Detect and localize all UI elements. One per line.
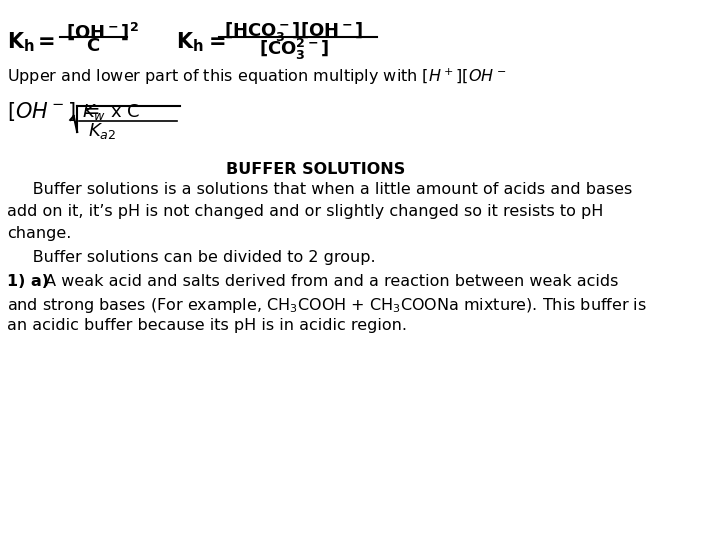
Text: 1) a): 1) a) <box>7 274 49 289</box>
Text: $\mathbf{K_h}$: $\mathbf{K_h}$ <box>7 30 35 53</box>
Text: $\mathbf{K_h}$: $\mathbf{K_h}$ <box>176 30 203 53</box>
Text: $\mathbf{=}$: $\mathbf{=}$ <box>204 30 225 50</box>
Text: add on it, it’s pH is not changed and or slightly changed so it resists to pH: add on it, it’s pH is not changed and or… <box>7 204 603 219</box>
Text: $[OH^-]$ =: $[OH^-]$ = <box>7 100 99 123</box>
Text: Upper and lower part of this equation multiply with $[H^+][OH^-$: Upper and lower part of this equation mu… <box>7 67 506 87</box>
Text: $\mathbf{=}$: $\mathbf{=}$ <box>33 30 55 50</box>
Text: Buffer solutions can be divided to 2 group.: Buffer solutions can be divided to 2 gro… <box>7 250 376 265</box>
Text: $\mathbf{C}$: $\mathbf{C}$ <box>86 37 100 55</box>
Text: $\mathbf{[HCO_3^-][ OH^-]}$: $\mathbf{[HCO_3^-][ OH^-]}$ <box>224 20 364 43</box>
Text: an acidic buffer because its pH is in acidic region.: an acidic buffer because its pH is in ac… <box>7 318 407 333</box>
Text: BUFFER SOLUTIONS: BUFFER SOLUTIONS <box>226 162 405 177</box>
Text: A weak acid and salts derived from and a reaction between weak acids: A weak acid and salts derived from and a… <box>40 274 618 289</box>
Text: Buffer solutions is a solutions that when a little amount of acids and bases: Buffer solutions is a solutions that whe… <box>7 182 632 197</box>
Text: and strong bases (For example, CH$_3$COOH + CH$_3$COONa mixture). This buffer is: and strong bases (For example, CH$_3$COO… <box>7 296 647 315</box>
Text: change.: change. <box>7 226 71 241</box>
Text: $\mathbf{[OH^-]^2}$: $\mathbf{[OH^-]^2}$ <box>66 20 139 42</box>
Text: $\mathbf{[CO_3^{2-}]}$: $\mathbf{[CO_3^{2-}]}$ <box>259 37 329 62</box>
Text: $K_{a2}$: $K_{a2}$ <box>88 121 116 141</box>
Text: $K_w$ x C: $K_w$ x C <box>81 102 140 122</box>
